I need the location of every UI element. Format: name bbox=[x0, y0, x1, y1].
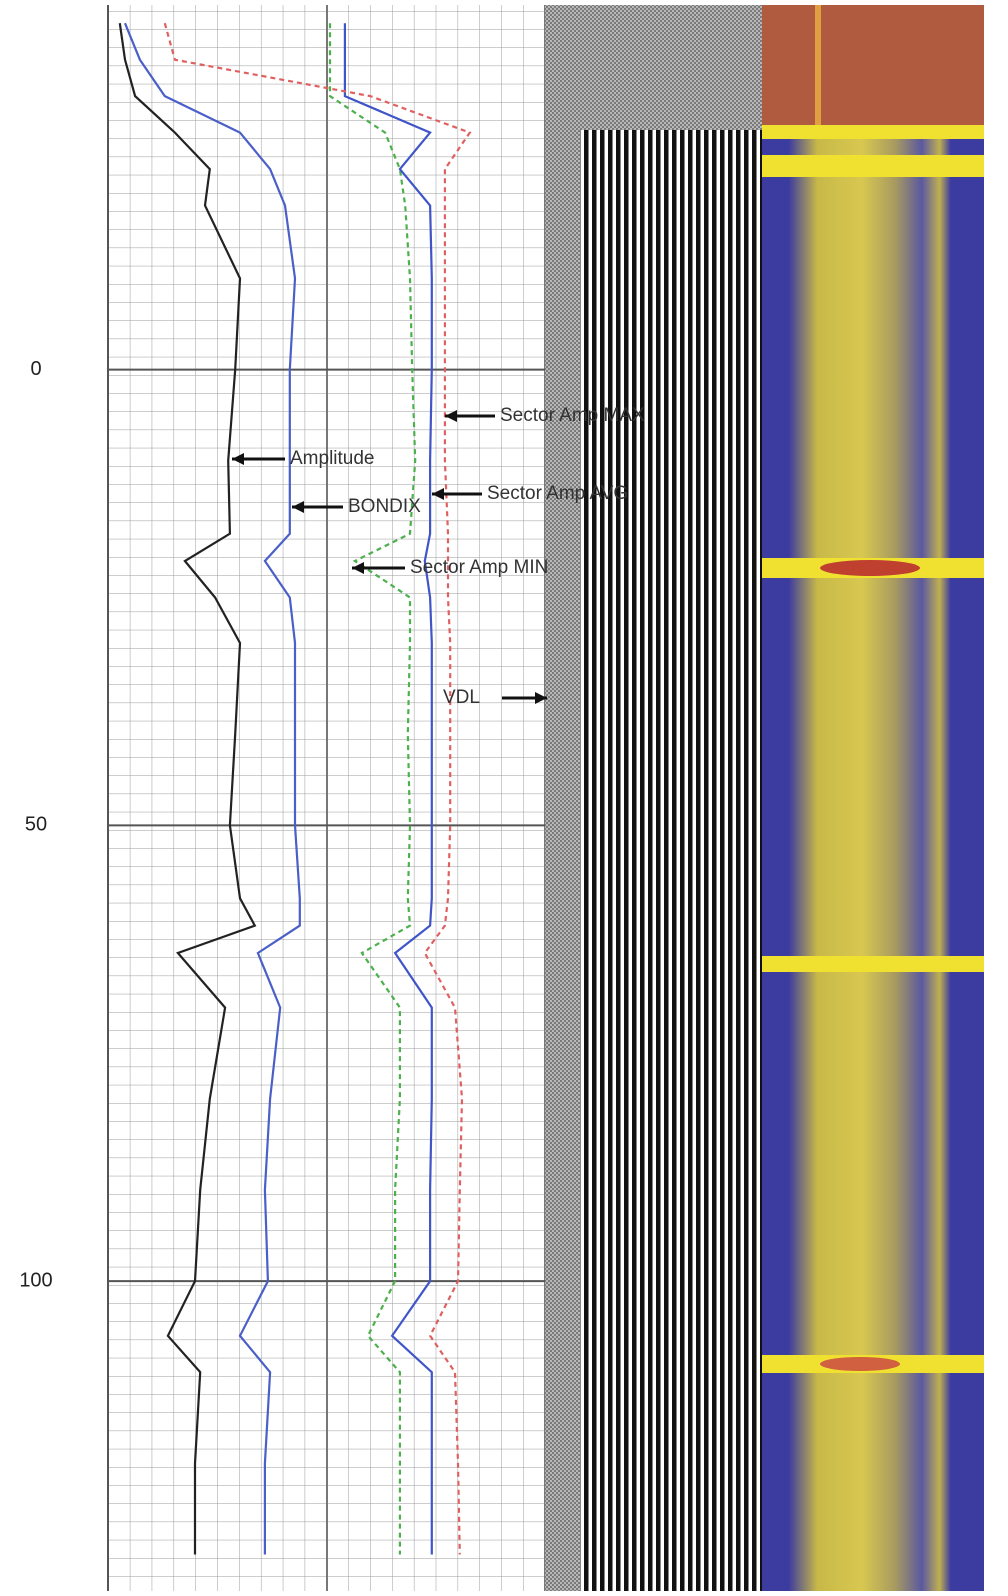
log-curve bbox=[118, 23, 257, 1555]
log-curve bbox=[328, 23, 417, 1555]
annotation: Sector Amp MAX bbox=[445, 405, 645, 426]
arrow-head bbox=[352, 562, 364, 574]
annotation-label: BONDIX bbox=[348, 496, 421, 517]
annotation-label: Sector Amp MIN bbox=[410, 557, 548, 578]
arrow-head bbox=[432, 488, 444, 500]
track-frame bbox=[107, 5, 984, 1591]
annotation: Sector Amp MIN bbox=[352, 557, 548, 578]
annotation-label: Sector Amp MAX bbox=[500, 405, 645, 426]
annotation: VDL bbox=[443, 687, 547, 708]
annotation-label: VDL bbox=[443, 687, 480, 708]
annotation: BONDIX bbox=[292, 496, 421, 517]
annotation: Sector Amp AVG bbox=[432, 483, 628, 504]
arrow-head bbox=[292, 501, 304, 513]
y-tick-label: 50 bbox=[25, 814, 47, 836]
log-curve bbox=[163, 22, 472, 1555]
arrow-head bbox=[445, 410, 457, 422]
y-tick-label: 100 bbox=[19, 1269, 52, 1291]
annotation-label: Sector Amp AVG bbox=[487, 483, 628, 504]
annotation-label: Amplitude bbox=[290, 448, 375, 469]
annotation: Amplitude bbox=[232, 448, 375, 469]
arrow-head bbox=[535, 692, 547, 704]
log-curve bbox=[123, 22, 301, 1555]
y-tick-label: 0 bbox=[30, 358, 41, 380]
log-curve bbox=[343, 23, 433, 1555]
arrow-head bbox=[232, 453, 244, 465]
